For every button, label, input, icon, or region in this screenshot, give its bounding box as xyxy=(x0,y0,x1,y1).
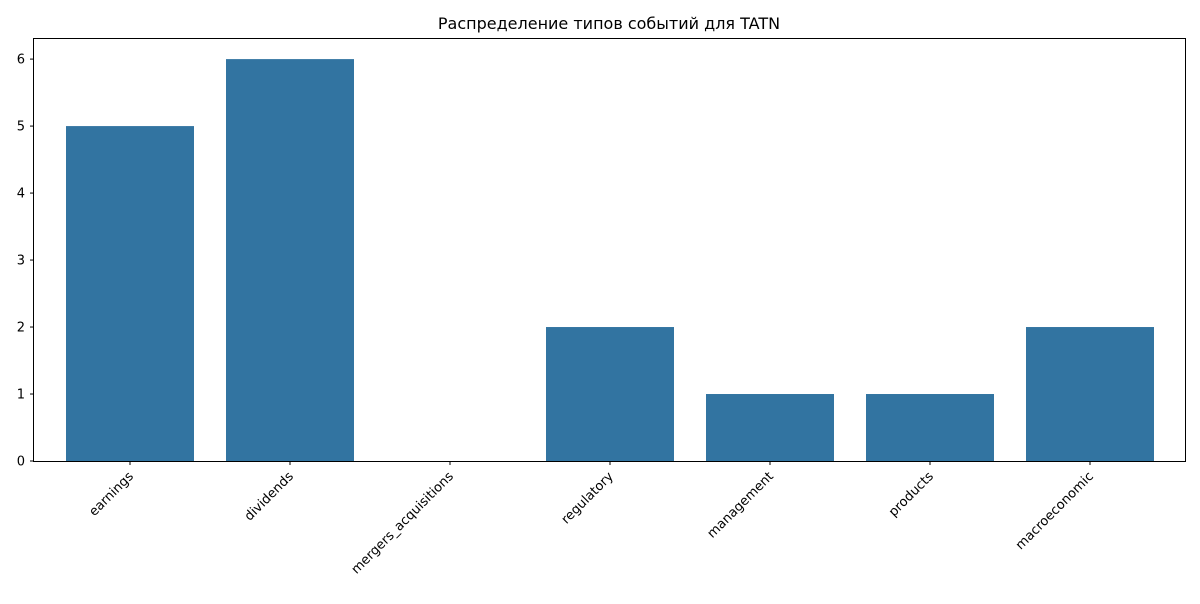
y-axis: 0 1 2 3 4 5 6 xyxy=(17,53,34,470)
bars-group xyxy=(66,59,1154,461)
chart-title: Распределение типов событий для TATN xyxy=(438,14,780,33)
y-tick-label: 1 xyxy=(17,388,25,403)
bar-macroeconomic xyxy=(1026,327,1154,461)
x-tick-label-earnings: earnings xyxy=(86,469,137,520)
y-tick-label: 4 xyxy=(17,187,25,202)
x-tick-label-products: products xyxy=(886,469,937,520)
bar-regulatory xyxy=(546,327,674,461)
x-tick-label-management: management xyxy=(705,469,777,541)
bar-earnings xyxy=(66,126,194,461)
bar-management xyxy=(706,394,834,461)
x-tick-label-macroeconomic: macroeconomic xyxy=(1013,469,1097,553)
y-tick-label: 0 xyxy=(17,455,25,470)
y-tick-label: 6 xyxy=(17,53,25,68)
y-tick-label: 3 xyxy=(17,254,25,269)
bar-dividends xyxy=(226,59,354,461)
x-tick-label-regulatory: regulatory xyxy=(559,469,617,527)
x-tick-label-dividends: dividends xyxy=(242,469,297,524)
x-axis: earnings dividends mergers_acquisitions reg… xyxy=(86,461,1097,577)
bar-products xyxy=(866,394,994,461)
x-tick-label-mergers-acquisitions: mergers_acquisitions xyxy=(349,469,457,577)
y-tick-label: 2 xyxy=(17,321,25,336)
y-tick-label: 5 xyxy=(17,120,25,135)
plot-frame xyxy=(33,38,1186,462)
